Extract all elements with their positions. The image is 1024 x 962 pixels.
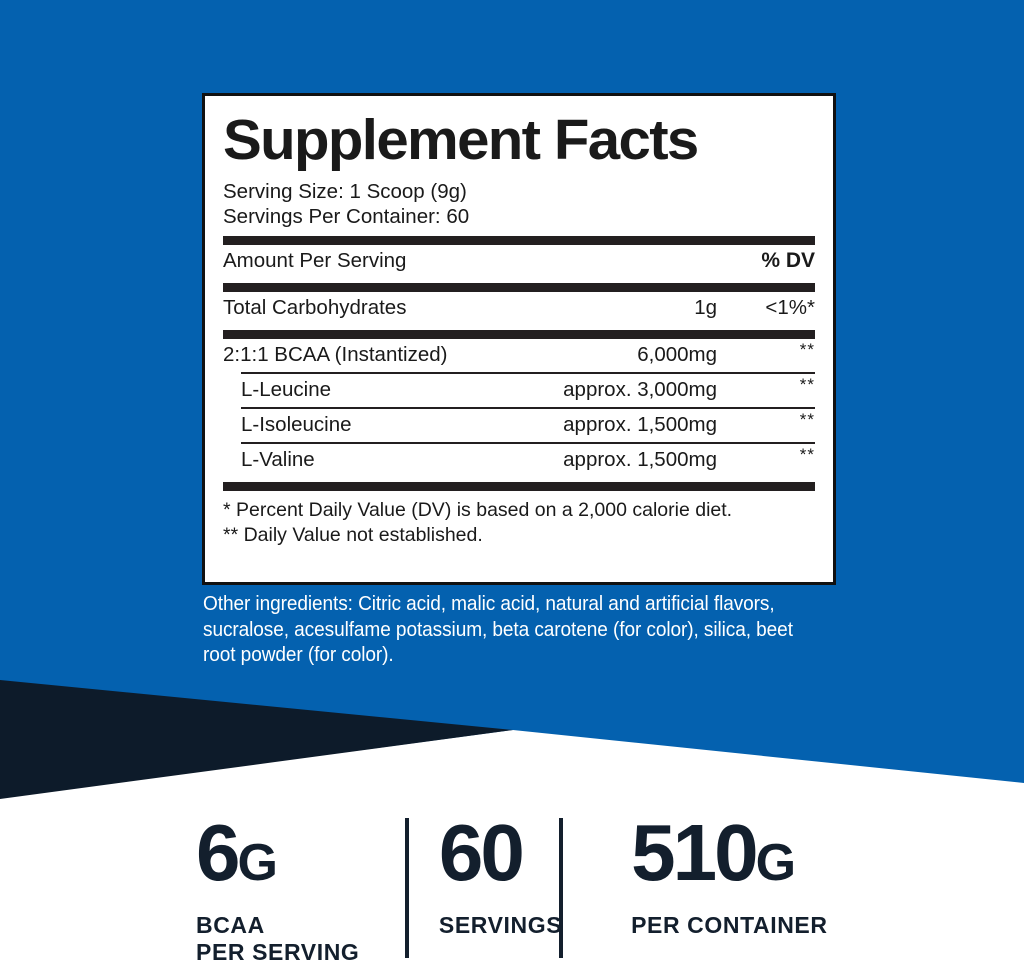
- nutrient-name: 2:1:1 BCAA (Instantized): [223, 343, 448, 366]
- table-row: L-Valine approx. 1,500mg **: [223, 444, 815, 477]
- stat-unit: G: [237, 834, 278, 892]
- stat-caption: PER CONTAINER: [631, 912, 828, 938]
- stat-caption: SERVINGS: [438, 912, 563, 938]
- table-row: L-Isoleucine approx. 1,500mg **: [223, 409, 815, 442]
- nutrient-amount: approx. 3,000mg: [563, 378, 717, 401]
- nutrient-name: L-Leucine: [241, 378, 332, 401]
- stat-value: 510G: [631, 812, 896, 904]
- nutrient-amount: approx. 1,500mg: [563, 413, 717, 436]
- stat-unit: G: [755, 834, 796, 892]
- nutrient-amount: approx. 1,500mg: [563, 448, 717, 471]
- table-row: L-Leucine approx. 3,000mg **: [223, 374, 815, 407]
- stats-strip: 6G BCAA PER SERVING 60 SERVINGS 510G PER…: [196, 812, 896, 962]
- stat-value: 6G: [196, 812, 389, 904]
- stat-number: 510: [631, 808, 758, 897]
- divider-bar-top: [223, 236, 815, 245]
- nutrient-amount: 1g: [694, 296, 717, 319]
- table-row: 2:1:1 BCAA (Instantized) 6,000mg **: [223, 339, 815, 372]
- nutrient-name: L-Isoleucine: [241, 413, 352, 436]
- stat-bcaa-per-serving: 6G BCAA PER SERVING: [196, 812, 389, 962]
- divider-bar-bottom: [223, 482, 815, 491]
- stat-caption: BCAA PER SERVING: [196, 912, 360, 962]
- divider-bar-after-header: [223, 283, 815, 292]
- nutrient-name: L-Valine: [241, 448, 315, 471]
- supplement-facts-title: Supplement Facts: [223, 108, 699, 172]
- nutrient-dv: **: [799, 375, 815, 394]
- servings-per-container-text: Servings Per Container: 60: [223, 205, 470, 228]
- nutrient-dv: **: [799, 340, 815, 359]
- nutrient-dv: <1%*: [765, 296, 815, 319]
- row-rule: [241, 442, 815, 444]
- nutrient-amount: 6,000mg: [637, 343, 717, 366]
- stat-divider-line: [559, 818, 563, 958]
- footnote-dv-not-established: ** Daily Value not established.: [223, 524, 483, 546]
- table-header-row: Amount Per Serving % DV: [223, 245, 815, 278]
- row-rule: [241, 407, 815, 409]
- footnote-daily-value-basis: * Percent Daily Value (DV) is based on a…: [223, 499, 733, 521]
- amount-per-serving-label: Amount Per Serving: [223, 249, 407, 272]
- stat-per-container: 510G PER CONTAINER: [581, 812, 896, 958]
- divider-bar-after-carbs: [223, 330, 815, 339]
- supplement-facts-panel: Supplement Facts Serving Size: 1 Scoop (…: [202, 93, 836, 585]
- other-ingredients-text: Other ingredients: Citric acid, malic ac…: [203, 592, 793, 666]
- serving-size-text: Serving Size: 1 Scoop (9g): [223, 180, 467, 203]
- nutrient-dv: **: [799, 445, 815, 464]
- nutrient-name: Total Carbohydrates: [223, 296, 407, 319]
- nutrient-dv: **: [799, 410, 815, 429]
- stat-divider-line: [405, 818, 409, 958]
- percent-dv-label: % DV: [761, 249, 815, 272]
- stat-servings: 60 SERVINGS: [389, 812, 581, 958]
- table-row: Total Carbohydrates 1g <1%*: [223, 292, 815, 325]
- stat-number: 60: [438, 808, 525, 897]
- stat-value: 60: [439, 812, 581, 904]
- footnotes-block: * Percent Daily Value (DV) is based on a…: [223, 491, 815, 548]
- stat-number: 6: [196, 808, 240, 897]
- row-rule: [241, 372, 815, 374]
